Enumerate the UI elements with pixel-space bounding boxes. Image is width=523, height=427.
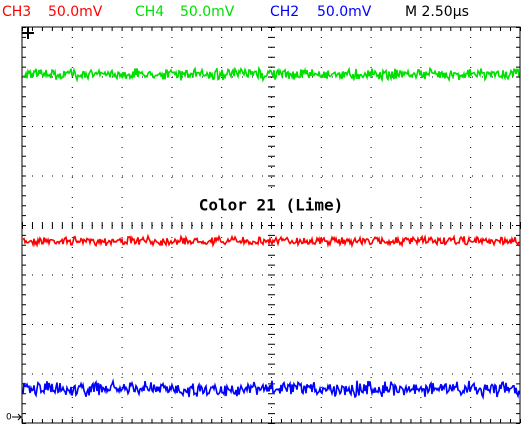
channel-scale: 50.0mV [48,4,103,20]
annotation-background [165,195,377,217]
waveform-trace [22,65,520,83]
timebase-label: M 2.50µs [405,4,469,20]
channel-label: CH2 [270,4,299,20]
channel-scale: 50.0mV [317,4,372,20]
graticule [22,27,521,424]
ground-marker: 0 [6,413,12,423]
waveform-trace [22,378,520,400]
waveform-trace [22,233,520,249]
channel-label: CH3 [2,4,31,20]
channel-label: CH4 [135,4,164,20]
ground-arrow [12,413,22,421]
traces [22,65,520,400]
graticule-dots [22,27,521,424]
trigger-marker [22,27,34,39]
annotation: Color 21 (Lime) [199,196,344,215]
channel-scale: 50.0mV [180,4,235,20]
